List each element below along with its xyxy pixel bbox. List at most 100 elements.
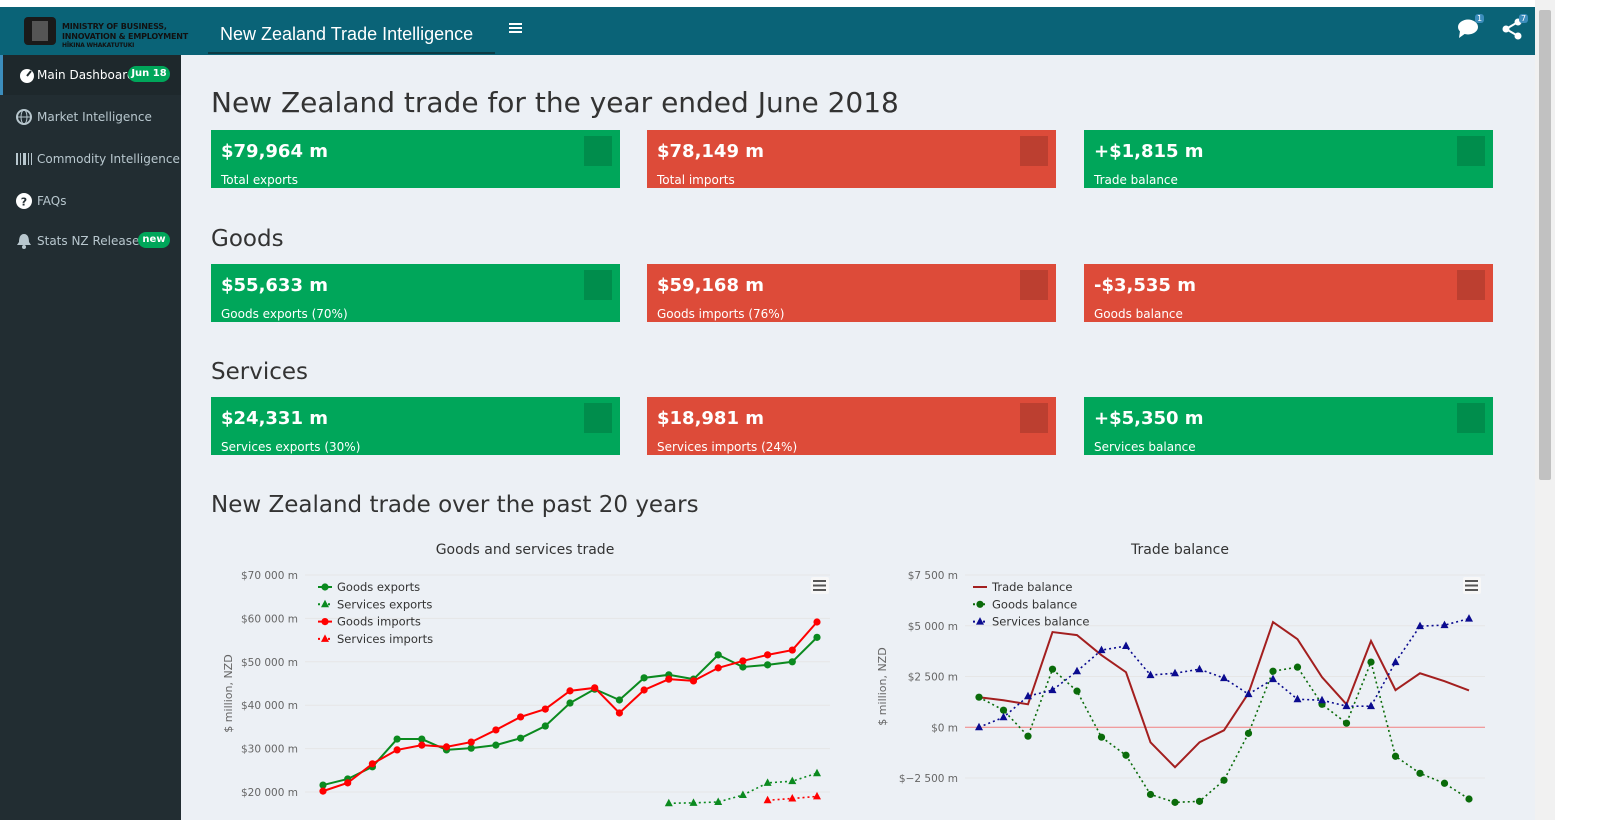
messages-icon[interactable] — [1457, 18, 1479, 38]
scrollbar-thumb[interactable] — [1539, 10, 1551, 480]
data-point — [788, 646, 796, 654]
data-point — [689, 798, 698, 806]
nav-item[interactable]: Market Intelligence — [0, 97, 181, 137]
nav-item[interactable]: Stats NZ Releases new — [0, 221, 181, 261]
y-axis-label: $ million, NZD — [876, 647, 889, 725]
title-underline — [208, 52, 495, 54]
data-point — [566, 699, 574, 707]
y-tick-label: $−2 500 m — [899, 773, 958, 785]
data-point — [1416, 769, 1424, 777]
info-card: $24,331 m Services exports (30%) — [211, 397, 620, 455]
legend-label: Services balance — [992, 615, 1089, 629]
data-point — [999, 712, 1008, 721]
data-point — [1195, 664, 1204, 673]
legend-label: Services exports — [337, 597, 432, 611]
data-point — [640, 674, 648, 682]
logo-text: MINISTRY OF BUSINESS, — [62, 22, 167, 31]
data-point — [1122, 641, 1130, 650]
share-badge: 7 — [1519, 14, 1529, 23]
data-point — [467, 744, 475, 752]
data-point — [664, 798, 673, 807]
legend-label: Goods exports — [337, 580, 420, 594]
share-icon[interactable] — [1502, 18, 1524, 40]
data-point — [1465, 614, 1473, 622]
menu-toggle[interactable] — [509, 23, 523, 35]
charts: Goods and services trade $ million, NZD $2… — [222, 542, 1485, 807]
data-point — [739, 663, 747, 671]
nav-item[interactable]: Commodity Intelligence — [0, 139, 181, 179]
svg-text:?: ? — [21, 196, 27, 209]
legend-marker — [321, 583, 329, 591]
data-point — [763, 778, 772, 786]
data-point — [1440, 620, 1449, 629]
data-point — [975, 722, 983, 731]
data-point — [467, 738, 475, 746]
series-line — [978, 620, 1470, 769]
data-point — [714, 664, 722, 672]
chart-menu[interactable] — [1463, 577, 1481, 594]
data-point — [344, 779, 352, 787]
data-point — [418, 741, 426, 749]
card-icon — [1020, 136, 1048, 166]
data-point — [764, 661, 772, 669]
chart-menu[interactable] — [811, 577, 829, 594]
info-card: $59,168 m Goods imports (76%) — [647, 264, 1056, 322]
data-point — [714, 651, 722, 659]
y-tick-label: $5 000 m — [908, 621, 958, 633]
legend-marker — [321, 618, 329, 626]
card-value: $18,981 m — [657, 408, 765, 429]
logo[interactable]: MINISTRY OF BUSINESS, INNOVATION & EMPLO… — [0, 7, 208, 55]
data-point — [1220, 776, 1228, 784]
info-card: $78,149 m Total imports — [647, 130, 1056, 188]
logo-text: HĪKINA WHAKATUTUKI — [62, 42, 135, 49]
nav-badge: new — [138, 232, 170, 248]
card-value: -$3,535 m — [1094, 275, 1196, 296]
nav-label: Market Intelligence — [37, 110, 152, 124]
info-card: +$1,815 m Trade balance — [1084, 130, 1493, 188]
legend-marker — [976, 617, 984, 625]
data-point — [813, 791, 821, 800]
page-title: New Zealand trade for the year ended Jun… — [211, 86, 899, 119]
y-tick-label: $2 500 m — [908, 672, 958, 684]
data-point — [615, 696, 624, 704]
legend-label: Goods imports — [337, 615, 421, 629]
sidebar: Main Dashboard Jun 18 Market Intelligenc… — [0, 55, 181, 820]
data-point — [517, 734, 525, 742]
card-label: Total imports — [657, 173, 735, 187]
data-point — [788, 794, 797, 802]
nav-item[interactable]: Main Dashboard Jun 18 — [0, 55, 181, 95]
y-axis-label: $ million, NZD — [222, 654, 235, 732]
data-point — [591, 684, 599, 692]
card-label: Services imports (24%) — [657, 440, 798, 454]
card-value: $24,331 m — [221, 408, 329, 429]
data-point — [813, 633, 821, 641]
data-point — [738, 790, 747, 799]
data-point — [541, 722, 549, 730]
card-value: $79,964 m — [221, 141, 329, 162]
y-tick-label: $7 500 m — [908, 570, 958, 582]
y-tick-label: $50 000 m — [241, 657, 298, 669]
globe-icon — [16, 109, 32, 125]
card-icon — [584, 403, 612, 433]
card-value: $78,149 m — [657, 141, 765, 162]
data-point — [689, 677, 698, 685]
nav-item[interactable]: ? FAQs — [0, 181, 181, 221]
data-point — [1073, 666, 1081, 675]
data-point — [442, 743, 451, 751]
data-point — [640, 686, 648, 694]
data-point — [999, 706, 1008, 714]
section-heading: Goods — [211, 226, 284, 252]
data-point — [1416, 621, 1424, 630]
info-card: $55,633 m Goods exports (70%) — [211, 264, 620, 322]
data-point — [1269, 667, 1277, 675]
y-tick-label: $60 000 m — [241, 613, 298, 625]
data-point — [1048, 665, 1057, 673]
legend-marker — [976, 600, 984, 608]
data-point — [1342, 719, 1351, 727]
bell-icon — [17, 234, 31, 249]
data-point — [492, 741, 500, 749]
app-title: New Zealand Trade Intelligence — [220, 24, 474, 44]
data-point — [319, 787, 327, 795]
data-point — [1171, 668, 1179, 677]
